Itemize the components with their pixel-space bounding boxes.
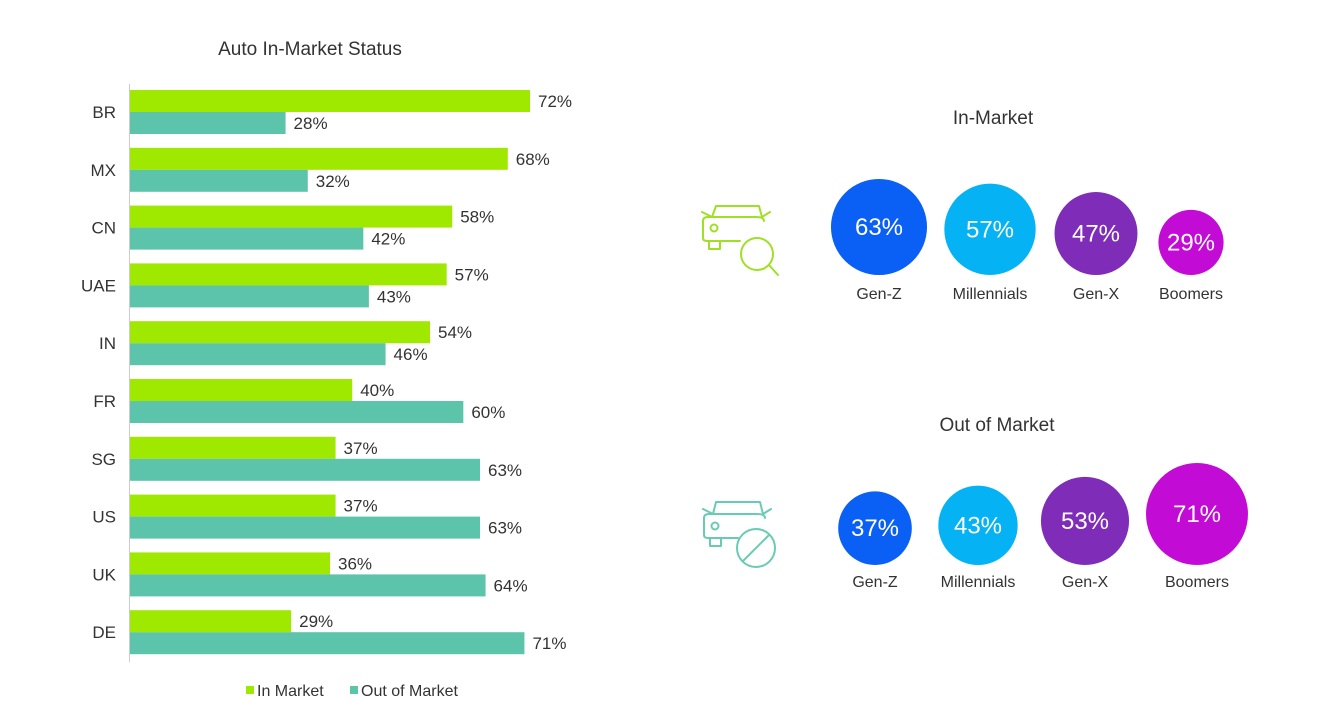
bar-value-label-in-market-de: 29% xyxy=(299,612,333,631)
in-market-bubble-label-millennials: Millennials xyxy=(953,286,1028,303)
bar-in-market-mx xyxy=(130,147,508,170)
bar-in-market-fr xyxy=(130,379,353,401)
bar-in-market-in xyxy=(130,321,430,344)
bar-in-market-cn xyxy=(130,205,453,228)
category-label-us: US xyxy=(92,508,116,527)
legend-label-out-of-market: Out of Market xyxy=(361,683,458,700)
bar-out-of-market-in xyxy=(130,343,386,366)
bar-out-of-market-br xyxy=(130,112,286,134)
bar-value-label-out-of-market-us: 63% xyxy=(488,519,522,538)
bar-out-of-market-fr xyxy=(130,401,464,423)
bar-value-label-in-market-mx: 68% xyxy=(516,150,550,169)
out-of-market-bubble-value-millennials: 43% xyxy=(954,512,1002,539)
bar-legend: In Market Out of Market xyxy=(246,683,458,700)
bar-value-label-in-market-sg: 37% xyxy=(344,439,378,458)
out-of-market-title: Out of Market xyxy=(939,415,1055,436)
out-of-market-bubble-label-gen-x: Gen-X xyxy=(1062,574,1109,591)
bar-value-labels: 72% 28% 68% 32% 58% 42% 57% 43% 54% 46%40% 60% 37% 6… xyxy=(294,92,572,653)
bar-chart-title: Auto In-Market Status xyxy=(218,39,402,60)
bar-value-label-out-of-market-fr: 60% xyxy=(471,403,505,422)
bar-value-label-out-of-market-uae: 43% xyxy=(377,287,411,306)
out-of-market-bubble-gen-z xyxy=(838,491,912,565)
category-label-uae: UAE xyxy=(81,276,116,295)
in-market-bubble-value-millennials: 57% xyxy=(966,216,1014,243)
bar-value-label-out-of-market-sg: 63% xyxy=(488,461,522,480)
out-of-market-bubble-value-gen-z: 37% xyxy=(851,515,899,542)
out-of-market-bubble-boomers xyxy=(1146,463,1248,565)
bar-value-label-out-of-market-uk: 64% xyxy=(494,576,528,595)
bar-value-label-in-market-uk: 36% xyxy=(338,554,372,573)
bar-in-market-uae xyxy=(130,263,447,286)
bar-in-market-us xyxy=(130,494,336,517)
car-no-icon xyxy=(702,501,776,568)
car-search-icon xyxy=(701,205,779,276)
category-label-br: BR xyxy=(92,103,116,122)
in-market-bubble-gen-z xyxy=(830,178,928,275)
bar-value-label-out-of-market-mx: 32% xyxy=(316,172,350,191)
bar-out-of-market-uk xyxy=(130,574,486,597)
category-label-de: DE xyxy=(92,623,116,642)
bar-out-of-market-de xyxy=(130,632,525,655)
out-of-market-bubble-label-gen-z: Gen-Z xyxy=(852,574,898,591)
bar-in-market-br xyxy=(130,90,530,112)
bar-value-label-out-of-market-br: 28% xyxy=(294,114,328,133)
out-of-market-bubble-millennials xyxy=(938,485,1018,565)
bar-value-label-out-of-market-in: 46% xyxy=(394,345,428,364)
bar-out-of-market-uae xyxy=(130,285,369,308)
out-of-market-panel: Out of Market 37% Gen-Z 43% Millennials 53% G… xyxy=(702,415,1248,591)
bar-value-label-in-market-fr: 40% xyxy=(360,381,394,400)
in-market-bubble-label-gen-x: Gen-X xyxy=(1073,286,1120,303)
bar-value-label-in-market-us: 37% xyxy=(344,497,378,516)
in-market-bubble-gen-x xyxy=(1054,192,1138,275)
in-market-bubble-label-boomers: Boomers xyxy=(1159,286,1223,303)
category-label-in: IN xyxy=(99,334,116,353)
in-market-bubble-label-gen-z: Gen-Z xyxy=(856,286,902,303)
bar-chart: Auto In-Market Status BR MX CN UAE IN FR SG US U… xyxy=(81,39,572,700)
in-market-bubble-millennials xyxy=(944,183,1036,275)
category-label-fr: FR xyxy=(93,392,116,411)
category-label-uk: UK xyxy=(92,565,116,584)
out-of-market-bubble-label-boomers: Boomers xyxy=(1165,574,1229,591)
out-of-market-bubble-value-gen-x: 53% xyxy=(1061,508,1109,535)
in-market-panel: In-Market 63% Gen-Z 57% Millennials 47% Gen-X… xyxy=(701,108,1224,303)
out-of-market-bubble-gen-x xyxy=(1040,476,1130,565)
bar-in-market-sg xyxy=(130,436,336,459)
bar-value-label-in-market-cn: 58% xyxy=(460,208,494,227)
out-of-market-bubbles: 37% Gen-Z 43% Millennials 53% Gen-X 71% Boomers xyxy=(838,463,1248,591)
bar-value-label-in-market-uae: 57% xyxy=(455,265,489,284)
in-market-bubble-value-gen-x: 47% xyxy=(1072,221,1120,248)
bar-marks xyxy=(130,90,530,655)
bar-out-of-market-mx xyxy=(130,169,308,192)
bar-in-market-uk xyxy=(130,552,330,575)
legend-label-in-market: In Market xyxy=(257,683,324,700)
legend-swatch-out-of-market xyxy=(350,686,358,694)
bar-out-of-market-us xyxy=(130,516,480,539)
out-of-market-bubble-value-boomers: 71% xyxy=(1173,501,1221,528)
in-market-bubble-value-gen-z: 63% xyxy=(855,214,903,241)
bar-in-market-de xyxy=(130,610,292,633)
in-market-title: In-Market xyxy=(953,108,1034,129)
legend-swatch-in-market xyxy=(246,686,254,694)
bar-value-label-in-market-in: 54% xyxy=(438,323,472,342)
bar-value-label-out-of-market-de: 71% xyxy=(532,634,566,653)
bar-value-label-out-of-market-cn: 42% xyxy=(371,230,405,249)
bar-out-of-market-cn xyxy=(130,227,364,250)
bar-value-label-in-market-br: 72% xyxy=(538,92,572,111)
in-market-bubble-value-boomers: 29% xyxy=(1167,229,1215,256)
in-market-bubble-boomers xyxy=(1158,209,1224,275)
bar-out-of-market-sg xyxy=(130,458,480,481)
category-label-cn: CN xyxy=(91,219,116,238)
category-label-sg: SG xyxy=(91,450,116,469)
category-labels: BR MX CN UAE IN FR SG US UK DE xyxy=(81,103,117,642)
category-label-mx: MX xyxy=(91,161,117,180)
in-market-bubbles: 63% Gen-Z 57% Millennials 47% Gen-X 29% Boomers xyxy=(830,178,1224,303)
out-of-market-bubble-label-millennials: Millennials xyxy=(941,574,1016,591)
